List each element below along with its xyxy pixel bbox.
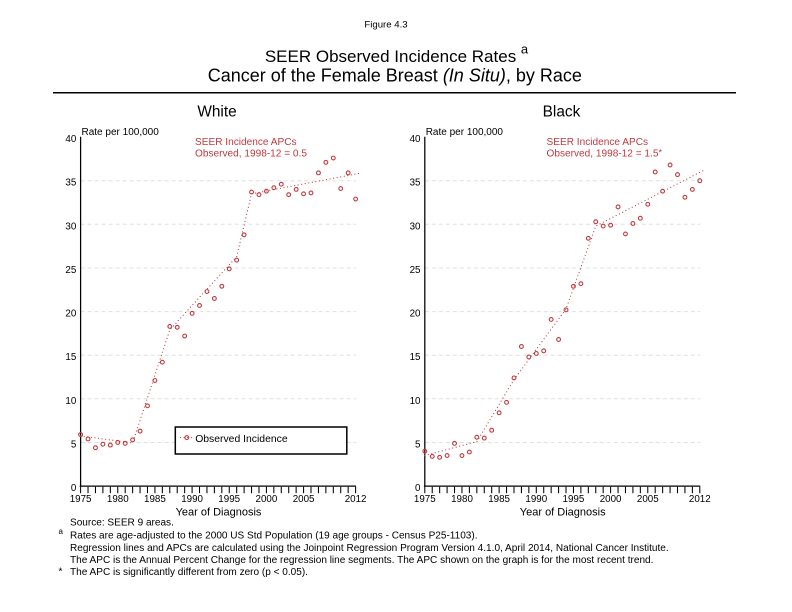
svg-text:Rate per 100,000: Rate per 100,000 — [82, 127, 160, 138]
svg-text:Black: Black — [543, 104, 581, 121]
svg-text:Year of Diagnosis: Year of Diagnosis — [520, 506, 606, 518]
svg-text:5: 5 — [415, 440, 421, 451]
svg-text:20: 20 — [410, 309, 421, 320]
svg-text:25: 25 — [410, 265, 421, 276]
svg-text:Observed, 1998-12 = 1.5*: Observed, 1998-12 = 1.5* — [547, 147, 663, 159]
svg-text:15: 15 — [65, 352, 76, 363]
svg-text:30: 30 — [410, 221, 421, 232]
svg-text:35: 35 — [410, 178, 421, 189]
svg-text:2000: 2000 — [600, 494, 622, 505]
svg-text:10: 10 — [410, 396, 421, 407]
svg-text:a: a — [59, 527, 64, 536]
svg-text:1985: 1985 — [144, 494, 166, 505]
svg-text:1975: 1975 — [414, 494, 436, 505]
svg-text:10: 10 — [65, 396, 76, 407]
svg-text:The APC is significantly diffe: The APC is significantly different from … — [70, 567, 308, 578]
svg-text:30: 30 — [65, 221, 76, 232]
svg-text:2012: 2012 — [689, 494, 711, 505]
svg-text:Figure 4.3: Figure 4.3 — [364, 19, 407, 30]
svg-text:Cancer of the Female Breast (I: Cancer of the Female Breast (In Situ), b… — [208, 66, 582, 86]
svg-text:40: 40 — [65, 134, 76, 145]
svg-text:25: 25 — [65, 265, 76, 276]
svg-text:The APC is the Annual Percent: The APC is the Annual Percent Change for… — [70, 555, 653, 566]
svg-text:Regression lines and APCs are: Regression lines and APCs are calculated… — [70, 543, 669, 554]
svg-text:1975: 1975 — [70, 494, 92, 505]
svg-text:*: * — [59, 567, 63, 578]
svg-text:Observed Incidence: Observed Incidence — [195, 434, 288, 445]
svg-text:0: 0 — [415, 483, 421, 494]
svg-text:1995: 1995 — [218, 494, 240, 505]
svg-text:SEER Incidence APCs: SEER Incidence APCs — [547, 137, 649, 148]
svg-text:35: 35 — [65, 178, 76, 189]
svg-text:Source: SEER 9 areas.: Source: SEER 9 areas. — [70, 518, 174, 529]
svg-text:1995: 1995 — [563, 494, 585, 505]
svg-text:2000: 2000 — [256, 494, 278, 505]
svg-text:Rate per 100,000: Rate per 100,000 — [426, 127, 504, 138]
svg-text:0: 0 — [71, 483, 77, 494]
svg-text:1985: 1985 — [488, 494, 510, 505]
svg-text:Year of Diagnosis: Year of Diagnosis — [176, 506, 262, 518]
svg-text:Rates are age-adjusted to the: Rates are age-adjusted to the 2000 US St… — [70, 530, 478, 541]
svg-text:1990: 1990 — [525, 494, 547, 505]
svg-text:40: 40 — [410, 134, 421, 145]
svg-text:2005: 2005 — [293, 494, 315, 505]
svg-text:2012: 2012 — [345, 494, 367, 505]
svg-text:1980: 1980 — [107, 494, 129, 505]
svg-text:SEER Incidence APCs: SEER Incidence APCs — [195, 137, 297, 148]
svg-text:1990: 1990 — [181, 494, 203, 505]
svg-text:5: 5 — [71, 440, 77, 451]
svg-text:White: White — [197, 104, 236, 121]
svg-text:2005: 2005 — [637, 494, 659, 505]
svg-text:20: 20 — [65, 309, 76, 320]
svg-text:1980: 1980 — [451, 494, 473, 505]
svg-text:Observed, 1998-12 = 0.5: Observed, 1998-12 = 0.5 — [195, 148, 307, 159]
svg-text:15: 15 — [410, 352, 421, 363]
